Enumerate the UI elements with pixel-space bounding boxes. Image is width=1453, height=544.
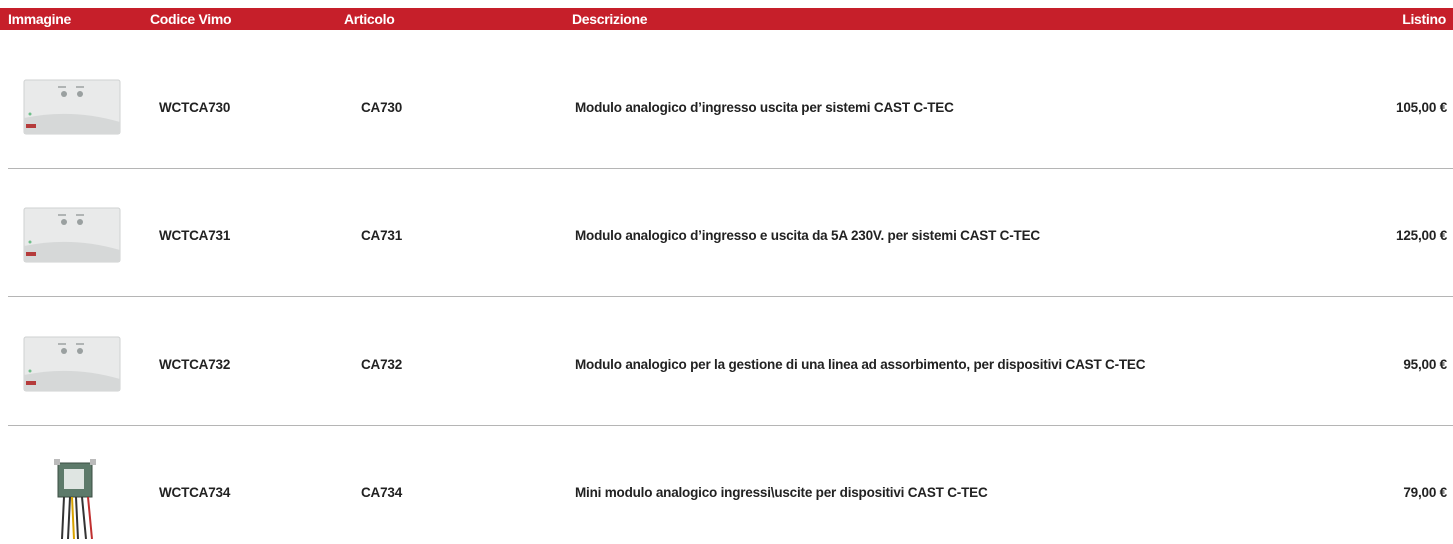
article-cell: CA734 xyxy=(361,485,403,500)
row-separator xyxy=(8,168,1453,169)
table-header: Immagine Codice Vimo Articolo Descrizion… xyxy=(0,8,1453,30)
row-separator xyxy=(8,425,1453,426)
description-cell: Modulo analogico d’ingresso uscita per s… xyxy=(575,100,954,115)
code-cell: WCTCA732 xyxy=(159,357,231,372)
header-cell: Immagine xyxy=(8,11,71,27)
code-cell: WCTCA734 xyxy=(159,485,231,500)
price-cell: 79,00 € xyxy=(1403,485,1447,500)
code-cell: WCTCA731 xyxy=(159,228,231,243)
product-image xyxy=(22,78,122,141)
article-cell: CA732 xyxy=(361,357,403,372)
row-separator xyxy=(8,296,1453,297)
description-cell: Modulo analogico per la gestione di una … xyxy=(575,357,1146,372)
article-cell: CA730 xyxy=(361,100,403,115)
description-cell: Mini modulo analogico ingressi\uscite pe… xyxy=(575,485,988,500)
article-cell: CA731 xyxy=(361,228,403,243)
product-image xyxy=(22,335,122,398)
price-cell: 125,00 € xyxy=(1396,228,1447,243)
product-image xyxy=(52,457,102,544)
header-cell: Codice Vimo xyxy=(150,11,232,27)
header-cell: Articolo xyxy=(344,11,395,27)
price-cell: 105,00 € xyxy=(1396,100,1447,115)
product-image xyxy=(22,206,122,269)
code-cell: WCTCA730 xyxy=(159,100,231,115)
description-cell: Modulo analogico d’ingresso e uscita da … xyxy=(575,228,1040,243)
header-cell: Listino xyxy=(1402,11,1446,27)
header-cell: Descrizione xyxy=(572,11,648,27)
price-cell: 95,00 € xyxy=(1403,357,1447,372)
